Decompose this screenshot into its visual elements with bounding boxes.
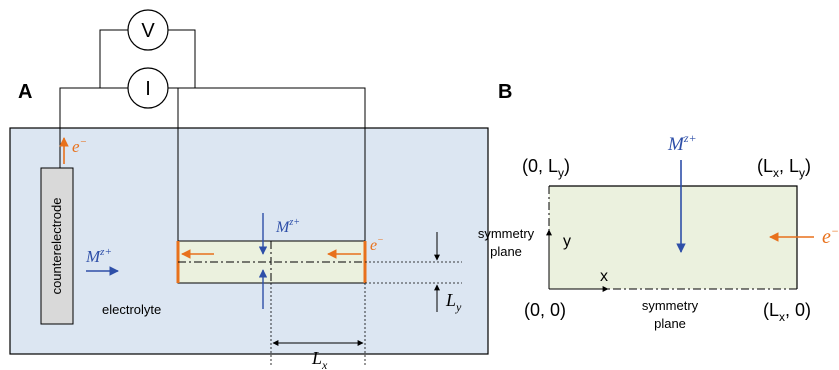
counterelectrode-label: counterelectrode: [49, 198, 64, 295]
ion-label-electrode: Mz+: [275, 217, 300, 236]
symmetry-bottom-line1: symmetry: [642, 298, 699, 313]
symmetry-bottom-line2: plane: [654, 316, 686, 331]
electron-label-counter: e−: [72, 136, 87, 156]
y-axis-label: y: [563, 233, 571, 250]
corner-top-right: (Lx, Ly): [757, 156, 811, 180]
domain-fill: [549, 186, 797, 289]
ion-label-electrolyte: Mz+: [85, 246, 112, 266]
symmetry-left-line2: plane: [490, 244, 522, 259]
panel-b-label: B: [498, 81, 512, 103]
lx-label: Lx: [311, 348, 328, 370]
corner-bottom-left: (0, 0): [524, 300, 566, 320]
voltmeter-label: V: [141, 20, 155, 42]
voltmeter: [127, 9, 169, 51]
corner-bottom-right: (Lx, 0): [763, 300, 811, 324]
corner-top-left: (0, Ly): [522, 156, 570, 180]
domain-border: [549, 185, 798, 289]
dimension-guides: [270, 261, 462, 366]
ion-label-domain: Mz+: [667, 131, 697, 155]
counterelectrode: [40, 167, 74, 325]
ammeter: [127, 67, 169, 109]
ammeter-label: I: [145, 78, 151, 100]
panel-a: A V I counterelectrode e− Mz+ electrolyt…: [9, 9, 489, 370]
ly-label: Ly: [445, 290, 462, 314]
electron-label-domain: e−: [822, 224, 839, 248]
symmetry-left-line1: symmetry: [478, 226, 535, 241]
panel-b: B y x (0, Ly) (Lx, Ly) (0, 0) (Lx, 0) sy…: [478, 81, 839, 331]
panel-a-label: A: [18, 81, 32, 103]
electron-label-electrode: e−: [370, 235, 384, 254]
electrolyte-label: electrolyte: [102, 302, 161, 317]
x-axis-label: x: [600, 268, 608, 285]
